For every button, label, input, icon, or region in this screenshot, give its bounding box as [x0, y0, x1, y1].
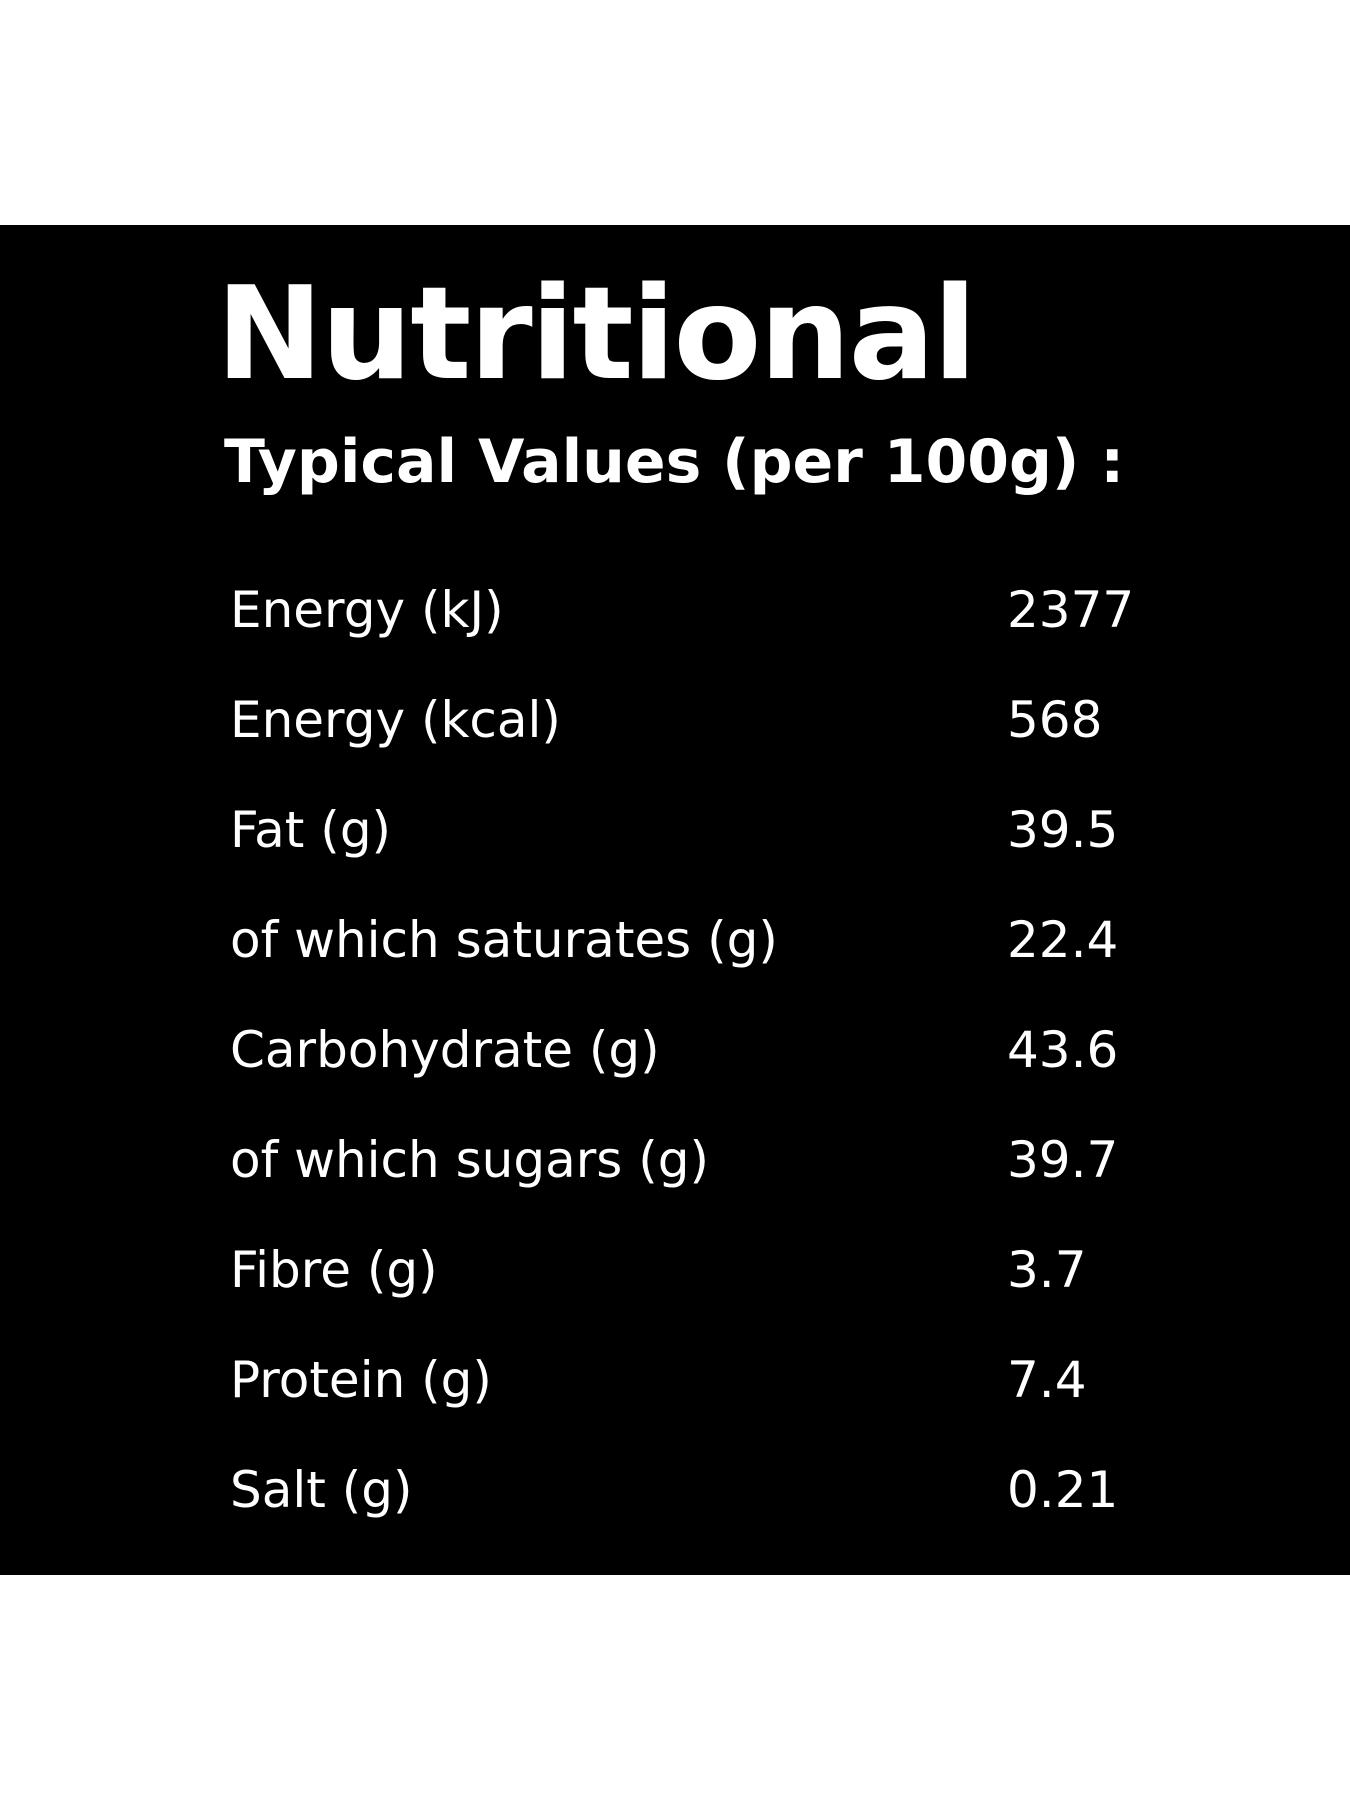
row-label: Carbohydrate (g)	[230, 1021, 660, 1079]
row-label: Energy (kJ)	[230, 581, 504, 639]
row-value: 3.7	[1007, 1241, 1087, 1299]
subtitle: Typical Values (per 100g) :	[224, 427, 1125, 497]
row-value: 7.4	[1007, 1351, 1087, 1409]
row-value: 43.6	[1007, 1021, 1119, 1079]
row-value: 22.4	[1007, 911, 1119, 969]
row-label: of which sugars (g)	[230, 1131, 710, 1189]
nutrition-panel: Nutritional Typical Values (per 100g) : …	[0, 225, 1350, 1575]
row-value: 39.7	[1007, 1131, 1119, 1189]
row-value: 39.5	[1007, 801, 1119, 859]
row-label: Fibre (g)	[230, 1241, 438, 1299]
row-label: Fat (g)	[230, 801, 392, 859]
row-value: 2377	[1007, 581, 1135, 639]
title: Nutritional	[216, 260, 977, 409]
row-value: 568	[1007, 691, 1103, 749]
row-label: of which saturates (g)	[230, 911, 778, 969]
row-label: Salt (g)	[230, 1461, 413, 1519]
row-value: 0.21	[1007, 1461, 1119, 1519]
row-label: Energy (kcal)	[230, 691, 561, 749]
row-label: Protein (g)	[230, 1351, 492, 1409]
